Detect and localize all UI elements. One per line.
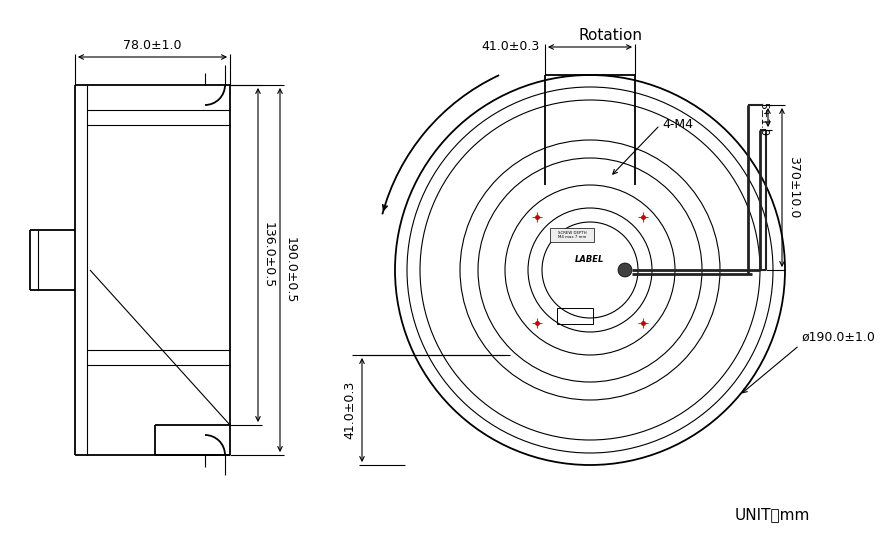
Text: LABEL: LABEL bbox=[575, 255, 604, 265]
Text: 41.0±0.3: 41.0±0.3 bbox=[343, 381, 356, 439]
Bar bbox=[557, 308, 593, 324]
Circle shape bbox=[618, 263, 632, 277]
Text: 78.0±1.0: 78.0±1.0 bbox=[123, 39, 181, 52]
Text: ø190.0±1.0: ø190.0±1.0 bbox=[802, 330, 875, 343]
Text: 136.0±0.5: 136.0±0.5 bbox=[262, 222, 275, 288]
Text: SCREW DEPTH
M4 max 7 mm: SCREW DEPTH M4 max 7 mm bbox=[558, 231, 587, 239]
Text: 4-M4: 4-M4 bbox=[662, 118, 693, 132]
Text: 41.0±0.3: 41.0±0.3 bbox=[482, 40, 540, 53]
Bar bbox=[550, 228, 594, 242]
Text: Rotation: Rotation bbox=[578, 28, 642, 43]
Text: 5±1.0: 5±1.0 bbox=[758, 103, 768, 137]
Text: 370±10.0: 370±10.0 bbox=[787, 156, 800, 219]
Text: 190.0±0.5: 190.0±0.5 bbox=[284, 237, 297, 303]
Text: UNIT：mm: UNIT：mm bbox=[735, 507, 810, 522]
